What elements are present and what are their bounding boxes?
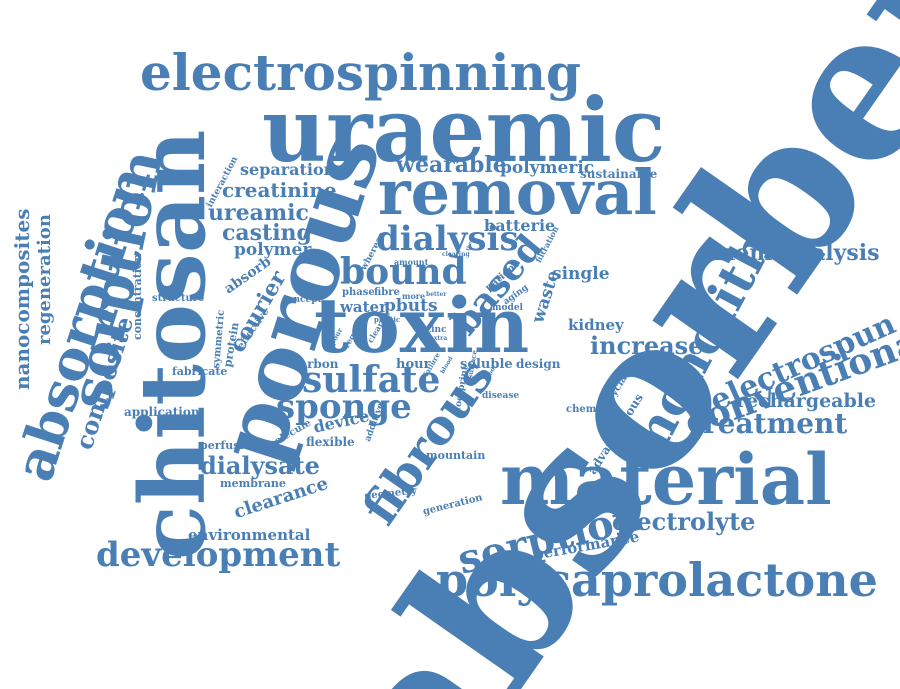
word-separation: separation <box>240 160 336 179</box>
word-fibre: fibre <box>374 287 400 298</box>
word-wearable: wearable <box>396 152 507 178</box>
word-nanocomposites: nanocomposites <box>10 208 34 390</box>
word-casting: casting <box>222 220 312 246</box>
word-sulfate: sulfate <box>302 359 441 401</box>
word-structure: structure <box>152 293 205 304</box>
word-zinc: zinc <box>426 325 447 335</box>
word-single: single <box>552 264 610 284</box>
word-more: more <box>402 291 426 301</box>
word-regeneration: regeneration <box>34 214 55 345</box>
word-pbuts: pbuts <box>384 296 438 316</box>
word-uraemic: uraemic <box>262 78 666 182</box>
word-increase: increase <box>590 331 704 360</box>
word-model: model <box>492 303 523 313</box>
word-electrospinning: electrospinning <box>140 43 581 102</box>
word-batterie: batterie <box>484 216 556 235</box>
word-dialysate: dialysate <box>200 451 320 480</box>
word-application: application <box>124 405 200 419</box>
word-design: design <box>516 357 561 371</box>
word-kidney: kidney <box>568 316 624 334</box>
word-ureamic: ureamic <box>208 200 309 226</box>
word-clearing: clearing <box>442 251 470 258</box>
word-dialysis: dialysis <box>376 219 519 259</box>
word-better: better <box>426 291 447 298</box>
word-electrolyte: electrolyte <box>612 507 756 536</box>
word-environmental: environmental <box>188 526 311 544</box>
word-haemodialysis: haemodialysis <box>705 240 880 266</box>
word-creatinine: creatinine <box>222 178 337 202</box>
word-amount: amount <box>394 257 429 267</box>
word-chemical: chemical <box>566 404 617 415</box>
word-material: material <box>500 438 832 521</box>
word-rechargeable: rechargeable <box>736 390 877 412</box>
word-toxin: toxin <box>314 281 530 370</box>
word-polymer: polymer <box>234 240 312 260</box>
word-plastic: plastic <box>374 315 401 324</box>
word-concentration: concentration <box>131 253 144 340</box>
word-carbon: carbon <box>292 357 339 371</box>
word-bound: bound <box>340 251 467 293</box>
word-fabricate: fabricate <box>172 365 228 378</box>
word-soluble: soluble <box>460 357 513 372</box>
word-membrane: membrane <box>220 477 286 490</box>
word-flexible: flexible <box>306 435 355 449</box>
word-removal: removal <box>378 156 657 229</box>
word-phase: phase <box>342 287 375 298</box>
word-extra: extra <box>430 335 448 342</box>
word-concept: concept <box>282 295 322 305</box>
word-water: water <box>340 298 388 316</box>
word-sustainable: sustainable <box>580 167 658 181</box>
word-polycaprolactone: polycaprolactone <box>436 553 878 607</box>
word-sponge: sponge <box>276 387 412 427</box>
word-polymeric: polymeric <box>500 158 595 178</box>
word-development: development <box>96 535 341 575</box>
word-disease: disease <box>482 391 520 401</box>
word-hour: hour <box>396 357 431 372</box>
word-perfusion: perfusion <box>200 439 259 452</box>
word-mountain: mountain <box>426 449 486 462</box>
word-treatment: treatment <box>690 407 848 440</box>
